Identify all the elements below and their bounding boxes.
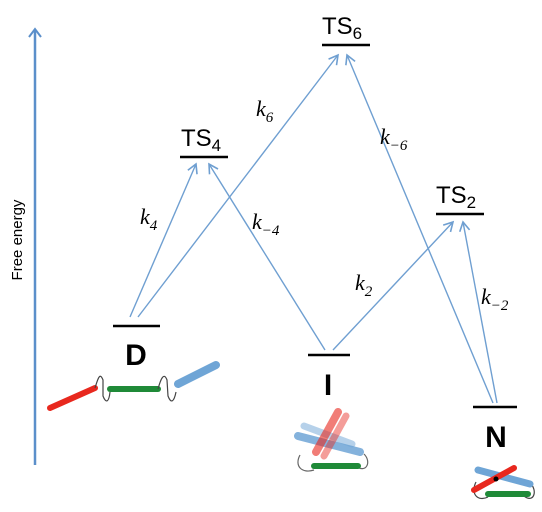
rate-k2: k2 [355,270,373,300]
rate-km6: k−6 [380,124,408,154]
partially-folded-chain-icon [294,408,369,472]
arrow-n-to-ts6 [345,53,494,404]
arrow-i-to-ts2 [332,220,455,351]
rate-km4: k−4 [252,209,280,239]
label-n: N [485,421,507,454]
extended-chain-icon [47,361,220,411]
energy-levels [113,43,517,409]
rate-k6: k6 [256,96,274,126]
label-d: D [125,339,147,372]
arrow-n-to-ts2 [458,220,498,404]
arrow-d-to-ts4 [129,162,198,318]
folded-chain-icon [471,465,535,500]
arrow-d-to-ts6 [137,53,339,318]
free-energy-axis-label: Free energy [9,199,26,280]
label-ts4: TS4 [181,125,221,155]
label-i: I [324,369,332,402]
transition-arrows [129,53,498,404]
label-ts2: TS2 [436,182,476,212]
rate-km2: k−2 [481,284,509,314]
rate-k4: k4 [140,204,158,234]
arrow-i-to-ts4 [208,162,326,351]
label-ts6: TS6 [322,13,362,43]
